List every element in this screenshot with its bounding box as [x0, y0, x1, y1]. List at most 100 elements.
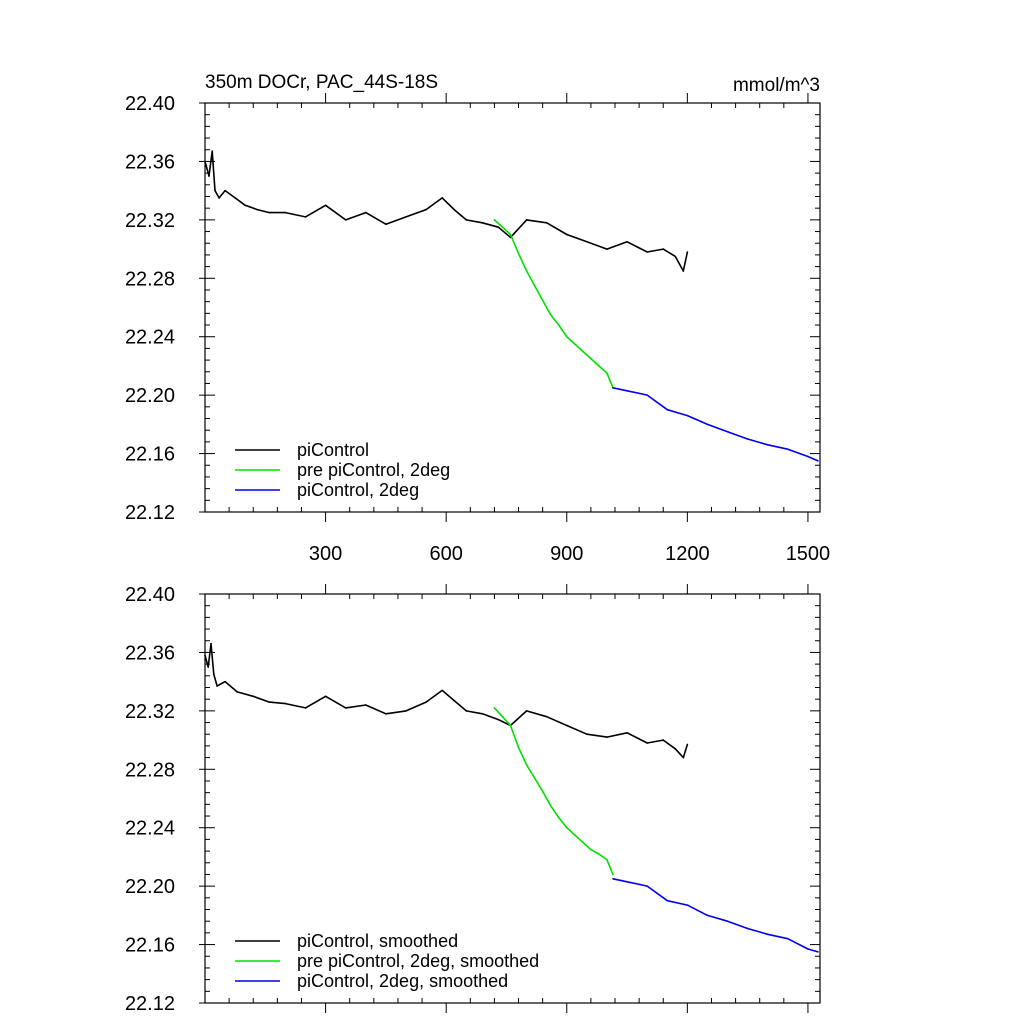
data-point	[726, 920, 729, 922]
series-line-1	[493, 707, 614, 875]
data-point	[606, 372, 608, 375]
data-point	[405, 710, 407, 712]
data-point	[284, 702, 287, 705]
data-point	[364, 704, 367, 706]
data-point	[493, 219, 496, 221]
data-point	[541, 299, 544, 301]
data-point	[204, 160, 206, 163]
data-point	[686, 743, 689, 746]
data-point	[533, 777, 536, 779]
data-point	[590, 357, 592, 360]
data-point	[662, 248, 665, 250]
x-tick-label: 600	[429, 543, 462, 565]
data-point	[501, 226, 504, 228]
data-point	[646, 742, 648, 744]
data-point	[385, 223, 387, 226]
data-point	[726, 430, 729, 433]
data-point	[234, 197, 236, 199]
data-point	[304, 707, 307, 709]
data-point	[525, 710, 528, 712]
x-tick-label: 900	[550, 543, 583, 565]
data-point	[344, 219, 347, 221]
data-point	[606, 736, 608, 738]
data-point	[493, 707, 496, 709]
data-point	[216, 685, 218, 687]
y-tick-label: 22.16	[125, 935, 175, 957]
legend-label: piControl	[297, 440, 369, 460]
data-point	[252, 695, 255, 698]
legend-label: piControl, smoothed	[297, 931, 458, 951]
data-point	[626, 240, 628, 243]
data-point	[787, 937, 789, 940]
data-point	[465, 219, 468, 221]
data-point	[565, 335, 568, 338]
data-point	[324, 695, 327, 698]
data-point	[582, 350, 584, 353]
data-point	[214, 189, 216, 192]
x-tick-label: 1500	[786, 543, 831, 565]
data-point	[501, 715, 504, 718]
y-tick-label: 22.12	[125, 993, 175, 1015]
data-point	[682, 270, 685, 272]
data-point	[612, 387, 614, 389]
data-point	[465, 710, 468, 712]
y-tick-label: 22.36	[125, 642, 175, 664]
data-point	[674, 255, 677, 258]
data-point	[509, 724, 512, 727]
legend-label: piControl, 2deg, smoothed	[297, 971, 508, 991]
data-point	[574, 834, 576, 836]
data-point	[236, 691, 238, 693]
data-point	[517, 746, 520, 749]
series-line-1	[493, 219, 614, 389]
data-point	[807, 948, 809, 950]
data-point	[497, 718, 500, 721]
data-point	[674, 748, 677, 750]
data-point	[646, 251, 648, 253]
data-point	[686, 251, 689, 253]
data-point	[557, 324, 560, 326]
chart-title: 350m DOCr, PAC_44S-18S	[205, 72, 438, 93]
data-point	[549, 314, 552, 316]
data-point	[364, 211, 367, 214]
data-point	[497, 226, 500, 228]
data-point	[766, 933, 769, 936]
series-line-2	[612, 878, 819, 953]
plot-frame	[204, 593, 821, 1004]
data-point	[598, 365, 600, 367]
data-point	[441, 197, 443, 199]
data-point	[606, 248, 608, 250]
data-point	[565, 233, 568, 236]
data-point	[706, 423, 709, 426]
data-point	[686, 904, 689, 906]
data-point	[766, 444, 769, 446]
data-point	[284, 211, 287, 214]
data-point	[213, 673, 215, 676]
data-point	[807, 455, 809, 458]
data-point	[606, 859, 608, 861]
data-point	[662, 739, 665, 741]
data-point	[565, 826, 568, 829]
data-point	[211, 150, 214, 153]
data-point	[525, 219, 528, 221]
data-point	[244, 204, 246, 207]
legend-label: piControl, 2deg	[297, 480, 419, 500]
data-point	[565, 724, 568, 727]
data-point	[686, 414, 689, 417]
data-point	[304, 216, 307, 218]
data-point	[517, 252, 520, 255]
data-point	[586, 240, 588, 243]
data-point	[582, 841, 584, 844]
data-point	[268, 211, 271, 214]
data-point	[218, 197, 220, 199]
data-point	[453, 208, 456, 211]
y-tick-label: 22.40	[125, 93, 175, 115]
data-point	[481, 221, 484, 224]
y-tick-label: 22.32	[125, 210, 175, 232]
bottom-panel: 22.12 22.16 22.20 22.24 22.28 22.32 22.36 22.40…	[125, 584, 821, 1015]
y-tick-label: 22.20	[125, 876, 175, 898]
x-tick-label: 300	[309, 543, 342, 565]
y-tick-label: 22.36	[125, 151, 175, 173]
data-point	[557, 816, 560, 819]
data-point	[586, 733, 588, 736]
data-point	[224, 189, 226, 192]
